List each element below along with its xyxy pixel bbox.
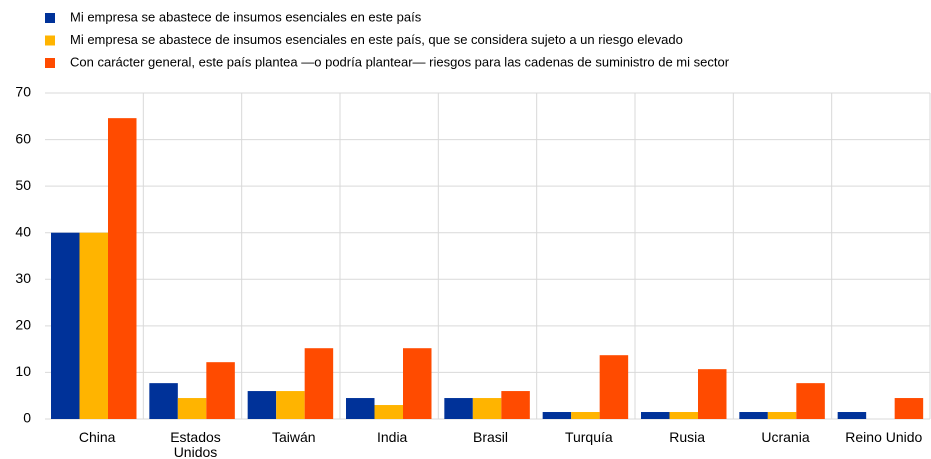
y-tick-label: 60 bbox=[15, 130, 31, 146]
bar bbox=[177, 398, 207, 419]
bar bbox=[599, 355, 629, 419]
x-tick-label: Rusia bbox=[669, 429, 706, 445]
bar bbox=[247, 391, 277, 419]
bar bbox=[206, 362, 235, 419]
bar bbox=[894, 398, 924, 419]
bar bbox=[641, 412, 670, 419]
bar bbox=[698, 369, 727, 419]
x-tick-label: India bbox=[376, 429, 408, 445]
bar bbox=[837, 412, 867, 419]
bar bbox=[767, 412, 797, 419]
bar bbox=[739, 412, 768, 419]
x-tick-label: Estados Unidos bbox=[170, 429, 221, 459]
x-tick-label: China bbox=[78, 429, 116, 445]
y-tick-label: 20 bbox=[15, 317, 31, 333]
bar bbox=[501, 391, 530, 419]
x-tick-label: Brasil bbox=[472, 429, 508, 445]
legend-swatch bbox=[45, 58, 55, 68]
bar bbox=[472, 398, 502, 419]
x-tick-label: Turquía bbox=[564, 429, 613, 445]
y-tick-label: 50 bbox=[15, 177, 31, 193]
bar bbox=[796, 383, 825, 419]
bar bbox=[571, 412, 600, 419]
y-tick-label: 70 bbox=[15, 84, 31, 100]
legend-label: Mi empresa se abastece de insumos esenci… bbox=[70, 32, 683, 47]
y-tick-label: 10 bbox=[15, 363, 31, 379]
bar bbox=[374, 405, 403, 419]
x-tick-label: Reino Unido bbox=[845, 429, 923, 445]
legend-swatch bbox=[45, 13, 55, 23]
bar bbox=[346, 398, 375, 419]
y-tick-label: 0 bbox=[23, 410, 31, 426]
bar bbox=[669, 412, 698, 419]
bar bbox=[149, 383, 178, 419]
x-tick-label: Ucrania bbox=[761, 429, 810, 445]
y-tick-label: 40 bbox=[15, 223, 31, 239]
bar bbox=[304, 348, 334, 419]
x-tick-label: Taiwán bbox=[272, 429, 316, 445]
bar bbox=[108, 118, 137, 420]
y-tick-label: 30 bbox=[15, 270, 31, 286]
legend-swatch bbox=[45, 35, 55, 46]
legend-label: Con carácter general, este país plantea … bbox=[70, 54, 730, 69]
legend-label: Mi empresa se abastece de insumos esenci… bbox=[70, 9, 422, 24]
bar bbox=[542, 412, 572, 419]
bar bbox=[403, 348, 432, 419]
bar bbox=[444, 398, 473, 419]
bar bbox=[79, 232, 108, 419]
bar bbox=[51, 232, 80, 419]
bar bbox=[276, 391, 305, 419]
